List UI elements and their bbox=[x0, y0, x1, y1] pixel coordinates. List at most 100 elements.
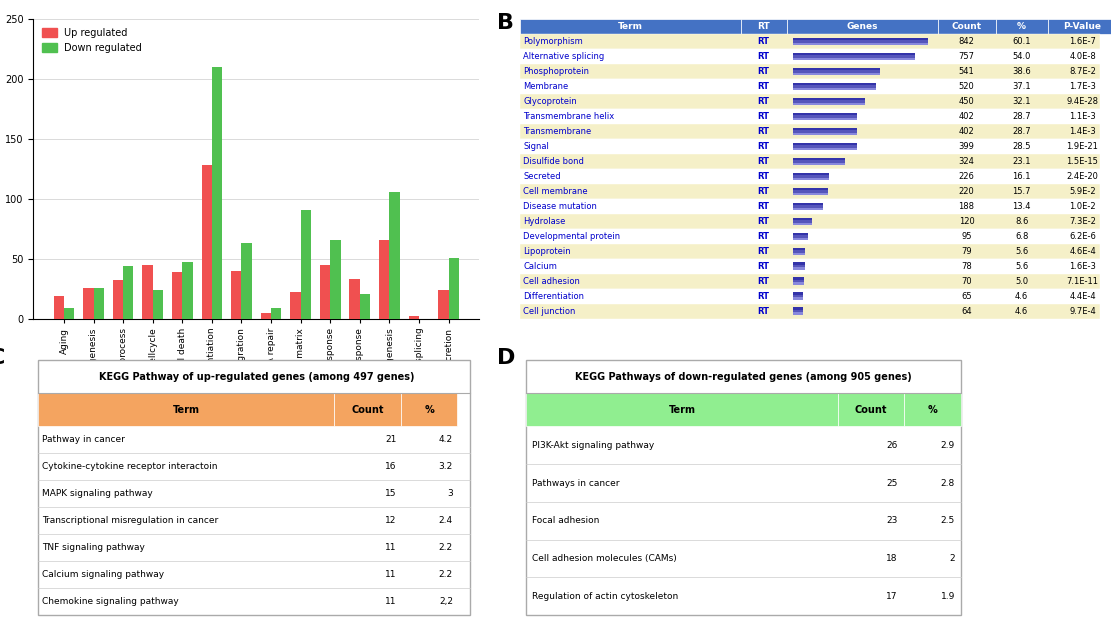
FancyBboxPatch shape bbox=[520, 199, 1100, 214]
Text: RT: RT bbox=[758, 112, 770, 121]
Text: Phosphoprotein: Phosphoprotein bbox=[523, 67, 589, 76]
FancyBboxPatch shape bbox=[903, 393, 961, 427]
Text: Cell adhesion: Cell adhesion bbox=[523, 276, 580, 286]
Text: RT: RT bbox=[758, 187, 770, 196]
Legend: Up regulated, Down regulated: Up regulated, Down regulated bbox=[38, 24, 146, 56]
FancyBboxPatch shape bbox=[792, 217, 812, 220]
FancyBboxPatch shape bbox=[792, 68, 880, 70]
Bar bbox=[53, 296, 64, 319]
FancyBboxPatch shape bbox=[792, 297, 803, 300]
FancyBboxPatch shape bbox=[792, 283, 804, 285]
Text: 11: 11 bbox=[386, 570, 397, 579]
Text: 23.1: 23.1 bbox=[1012, 157, 1031, 166]
Text: 28.5: 28.5 bbox=[1012, 142, 1031, 151]
Bar bbox=[212, 67, 222, 319]
Text: Polymorphism: Polymorphism bbox=[523, 37, 583, 46]
Text: 2.2: 2.2 bbox=[439, 570, 453, 579]
Text: RT: RT bbox=[758, 262, 770, 271]
Text: Chemokine signaling pathway: Chemokine signaling pathway bbox=[42, 597, 179, 606]
Text: 5.6: 5.6 bbox=[1015, 247, 1029, 256]
Text: 8.7E-2: 8.7E-2 bbox=[1069, 67, 1095, 76]
Text: PI3K-Akt signaling pathway: PI3K-Akt signaling pathway bbox=[532, 441, 654, 450]
FancyBboxPatch shape bbox=[792, 265, 805, 268]
Text: %: % bbox=[424, 405, 434, 415]
FancyBboxPatch shape bbox=[792, 100, 865, 103]
FancyBboxPatch shape bbox=[38, 360, 470, 615]
Bar bbox=[83, 288, 93, 319]
Text: 15: 15 bbox=[386, 489, 397, 498]
Text: 8.6: 8.6 bbox=[1015, 217, 1029, 226]
Text: 25: 25 bbox=[887, 479, 898, 488]
Text: Cell adhesion molecules (CAMs): Cell adhesion molecules (CAMs) bbox=[532, 554, 677, 563]
FancyBboxPatch shape bbox=[520, 259, 1100, 274]
Text: 2.4E-20: 2.4E-20 bbox=[1067, 172, 1099, 181]
Text: 5.9E-2: 5.9E-2 bbox=[1069, 187, 1095, 196]
Text: 1.5E-15: 1.5E-15 bbox=[1067, 157, 1099, 166]
FancyBboxPatch shape bbox=[792, 127, 858, 130]
Text: 399: 399 bbox=[959, 142, 974, 151]
FancyBboxPatch shape bbox=[520, 184, 1100, 199]
FancyBboxPatch shape bbox=[520, 79, 1100, 94]
FancyBboxPatch shape bbox=[938, 19, 995, 34]
Text: RT: RT bbox=[758, 97, 770, 106]
Bar bbox=[123, 266, 133, 319]
Text: Disease mutation: Disease mutation bbox=[523, 202, 597, 211]
Text: RT: RT bbox=[758, 37, 770, 46]
Bar bbox=[113, 280, 123, 319]
FancyBboxPatch shape bbox=[792, 238, 808, 240]
FancyBboxPatch shape bbox=[792, 115, 858, 118]
Bar bbox=[241, 243, 252, 319]
Text: RT: RT bbox=[758, 276, 770, 286]
Text: 9.7E-4: 9.7E-4 bbox=[1069, 307, 1095, 316]
FancyBboxPatch shape bbox=[792, 55, 914, 58]
Text: C: C bbox=[0, 347, 6, 368]
FancyBboxPatch shape bbox=[792, 58, 914, 60]
Text: Cell membrane: Cell membrane bbox=[523, 187, 588, 196]
FancyBboxPatch shape bbox=[792, 193, 828, 195]
FancyBboxPatch shape bbox=[792, 233, 808, 235]
FancyBboxPatch shape bbox=[38, 393, 334, 427]
FancyBboxPatch shape bbox=[792, 292, 803, 295]
Text: Secreted: Secreted bbox=[523, 172, 561, 181]
Text: 2: 2 bbox=[950, 554, 955, 563]
FancyBboxPatch shape bbox=[838, 393, 903, 427]
Text: 16: 16 bbox=[386, 462, 397, 472]
Text: 21: 21 bbox=[386, 436, 397, 444]
Text: Differentiation: Differentiation bbox=[523, 292, 584, 301]
FancyBboxPatch shape bbox=[520, 288, 1100, 304]
FancyBboxPatch shape bbox=[792, 223, 812, 225]
Text: 1.4E-3: 1.4E-3 bbox=[1069, 127, 1095, 136]
Bar bbox=[142, 265, 152, 319]
FancyBboxPatch shape bbox=[520, 49, 1100, 64]
FancyBboxPatch shape bbox=[520, 154, 1100, 169]
Bar bbox=[93, 288, 104, 319]
FancyBboxPatch shape bbox=[792, 310, 803, 313]
FancyBboxPatch shape bbox=[520, 34, 1100, 49]
Text: Count: Count bbox=[951, 22, 982, 31]
Text: Transcriptional misregulation in cancer: Transcriptional misregulation in cancer bbox=[42, 516, 219, 525]
Bar bbox=[261, 313, 271, 319]
FancyBboxPatch shape bbox=[520, 214, 1100, 229]
Text: 79: 79 bbox=[961, 247, 972, 256]
Text: Pathway in cancer: Pathway in cancer bbox=[42, 436, 126, 444]
Text: RT: RT bbox=[758, 127, 770, 136]
Text: 4.6E-4: 4.6E-4 bbox=[1069, 247, 1095, 256]
FancyBboxPatch shape bbox=[520, 139, 1100, 154]
FancyBboxPatch shape bbox=[520, 19, 741, 34]
Text: 23: 23 bbox=[887, 516, 898, 525]
Text: 70: 70 bbox=[961, 276, 972, 286]
Bar bbox=[438, 290, 449, 319]
FancyBboxPatch shape bbox=[1048, 19, 1111, 34]
Text: 28.7: 28.7 bbox=[1012, 112, 1031, 121]
Text: 38.6: 38.6 bbox=[1012, 67, 1031, 76]
Text: 2.4: 2.4 bbox=[439, 516, 453, 525]
Text: 11: 11 bbox=[386, 597, 397, 606]
FancyBboxPatch shape bbox=[792, 53, 914, 55]
Text: 1.6E-3: 1.6E-3 bbox=[1069, 262, 1095, 271]
FancyBboxPatch shape bbox=[520, 124, 1100, 139]
Text: 4.6: 4.6 bbox=[1015, 292, 1029, 301]
Bar bbox=[201, 165, 212, 319]
Text: Developmental protein: Developmental protein bbox=[523, 232, 620, 241]
Text: %: % bbox=[928, 405, 937, 415]
Text: 188: 188 bbox=[959, 202, 974, 211]
